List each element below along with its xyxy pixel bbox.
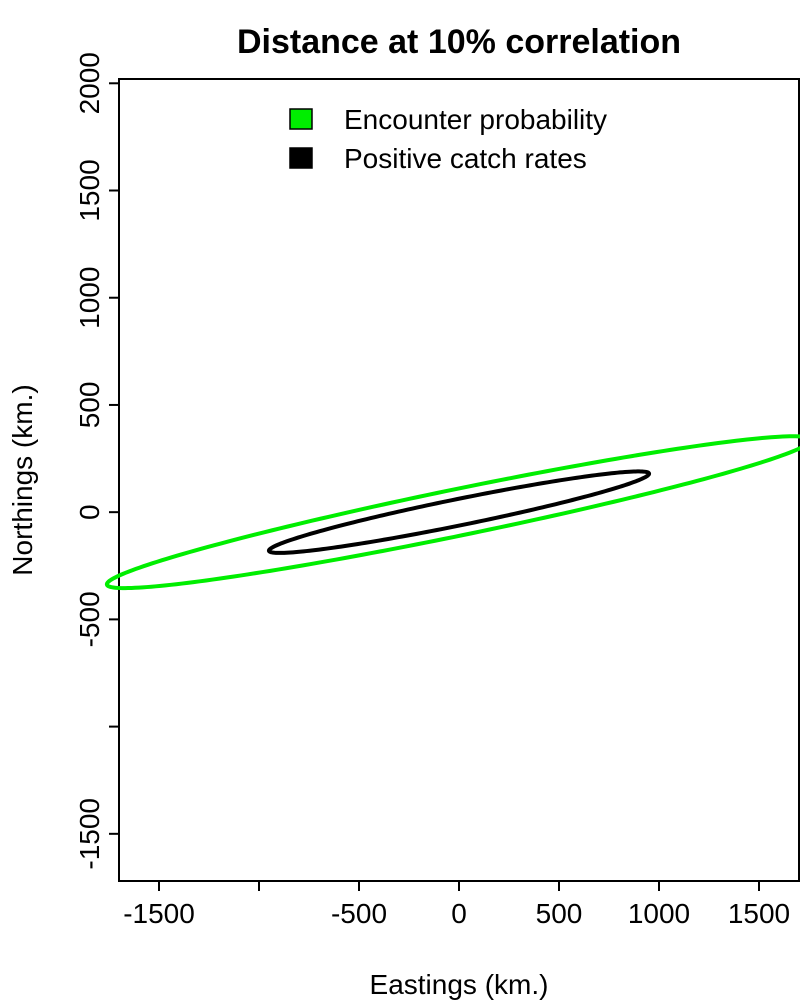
y-tick-label: -500 [74, 591, 105, 647]
series-layer [104, 434, 800, 591]
legend: Encounter probability Positive catch rate… [289, 104, 607, 174]
x-tick-label: -500 [331, 898, 387, 929]
x-axis: -1500 -500 0 500 1000 1500 [123, 881, 790, 929]
legend-label: Encounter probability [344, 104, 607, 135]
legend-swatch [289, 147, 313, 169]
chart-title: Distance at 10% correlation [237, 23, 681, 61]
x-tick-label: 1000 [628, 898, 690, 929]
y-axis: -1500 -500 0 500 1000 1500 2000 [74, 52, 119, 870]
legend-swatch [289, 108, 313, 130]
series-positive-catch-rates [266, 469, 652, 555]
x-tick-label: 1500 [728, 898, 790, 929]
y-tick-label: 1500 [74, 159, 105, 221]
y-tick-label: 500 [74, 382, 105, 429]
series-encounter-probability [104, 434, 800, 591]
x-axis-label: Eastings (km.) [370, 969, 549, 1000]
y-tick-label: 2000 [74, 52, 105, 114]
x-tick-label: 0 [451, 898, 467, 929]
y-axis-label: Northings (km.) [7, 384, 38, 575]
y-tick-label: 1000 [74, 267, 105, 329]
x-tick-label: -1500 [123, 898, 195, 929]
y-tick-label: 0 [74, 504, 105, 520]
legend-label: Positive catch rates [344, 143, 587, 174]
y-tick-label: -1500 [74, 798, 105, 870]
x-tick-label: 500 [536, 898, 583, 929]
